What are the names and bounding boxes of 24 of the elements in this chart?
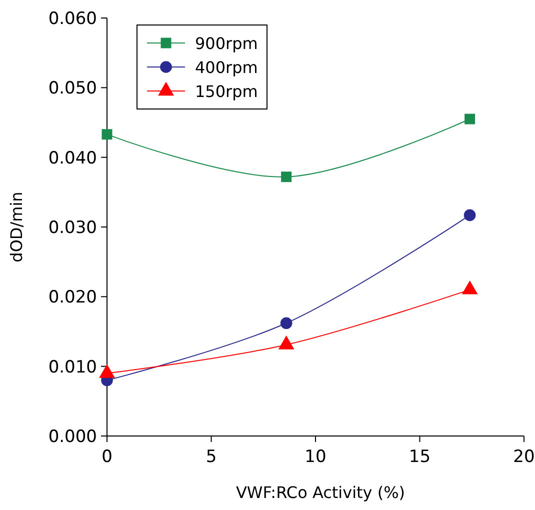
y-tick-label: 0.000 <box>48 427 97 447</box>
point <box>464 209 476 222</box>
y-tick-label: 0.050 <box>48 78 97 99</box>
point <box>99 364 115 378</box>
x-tick-label: 0 <box>102 447 112 467</box>
point <box>278 336 294 350</box>
x-tick-label: 5 <box>206 447 217 467</box>
point <box>464 114 476 124</box>
legend-label: 150rpm <box>195 82 258 101</box>
point <box>462 280 478 294</box>
point <box>281 172 292 182</box>
x-tick-label: 15 <box>408 447 431 467</box>
y-tick-label: 0.060 <box>48 9 97 29</box>
legend-label: 900rpm <box>195 34 258 53</box>
y-tick-label: 0.020 <box>48 288 97 308</box>
y-axis-title: dOD/min <box>7 192 26 262</box>
x-tick-label: 10 <box>304 447 326 467</box>
y-tick-label: 0.040 <box>48 148 97 168</box>
y-tick-label: 0.010 <box>48 357 97 378</box>
y-tick-label: 0.030 <box>48 218 97 238</box>
x-axis-title: VWF:RCo Activity (%) <box>236 483 406 502</box>
legend-label: 400rpm <box>195 58 258 77</box>
point <box>102 129 112 140</box>
x-tick-label: 20 <box>513 447 535 467</box>
